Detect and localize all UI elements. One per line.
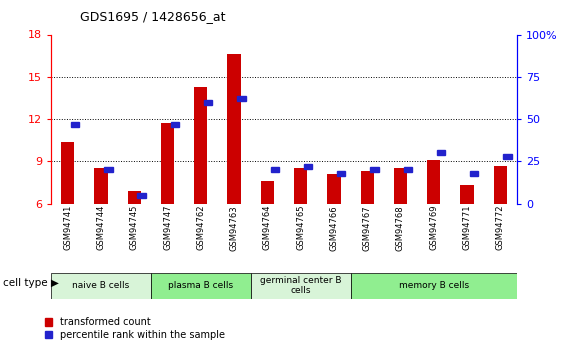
Bar <box>460 185 474 204</box>
Bar <box>503 154 512 159</box>
Bar <box>294 168 307 204</box>
Bar <box>61 141 74 204</box>
Bar <box>270 167 279 172</box>
Bar <box>194 87 207 204</box>
Bar <box>250 273 350 299</box>
Bar <box>137 193 146 198</box>
Bar <box>161 123 174 204</box>
Text: cell type ▶: cell type ▶ <box>3 278 59 288</box>
Bar <box>227 54 241 204</box>
Bar <box>237 96 245 101</box>
Bar <box>304 164 312 169</box>
Bar <box>470 171 478 176</box>
Text: memory B cells: memory B cells <box>399 281 469 290</box>
Bar <box>94 168 108 204</box>
Bar <box>204 100 212 105</box>
Bar <box>427 160 440 204</box>
Legend: transformed count, percentile rank within the sample: transformed count, percentile rank withi… <box>45 317 225 340</box>
Bar <box>370 167 379 172</box>
Bar <box>394 168 407 204</box>
Bar <box>71 122 79 127</box>
Bar <box>437 150 445 155</box>
Bar <box>171 122 179 127</box>
Bar <box>361 171 374 204</box>
Text: germinal center B
cells: germinal center B cells <box>260 276 341 295</box>
Bar <box>337 171 345 176</box>
Bar <box>51 273 151 299</box>
Bar <box>261 181 274 204</box>
Bar <box>104 167 112 172</box>
Bar <box>327 174 341 204</box>
Bar <box>350 273 517 299</box>
Text: naive B cells: naive B cells <box>72 281 130 290</box>
Bar <box>404 167 412 172</box>
Bar <box>151 273 250 299</box>
Text: plasma B cells: plasma B cells <box>168 281 233 290</box>
Bar <box>494 166 507 204</box>
Text: GDS1695 / 1428656_at: GDS1695 / 1428656_at <box>80 10 225 23</box>
Bar <box>128 191 141 204</box>
